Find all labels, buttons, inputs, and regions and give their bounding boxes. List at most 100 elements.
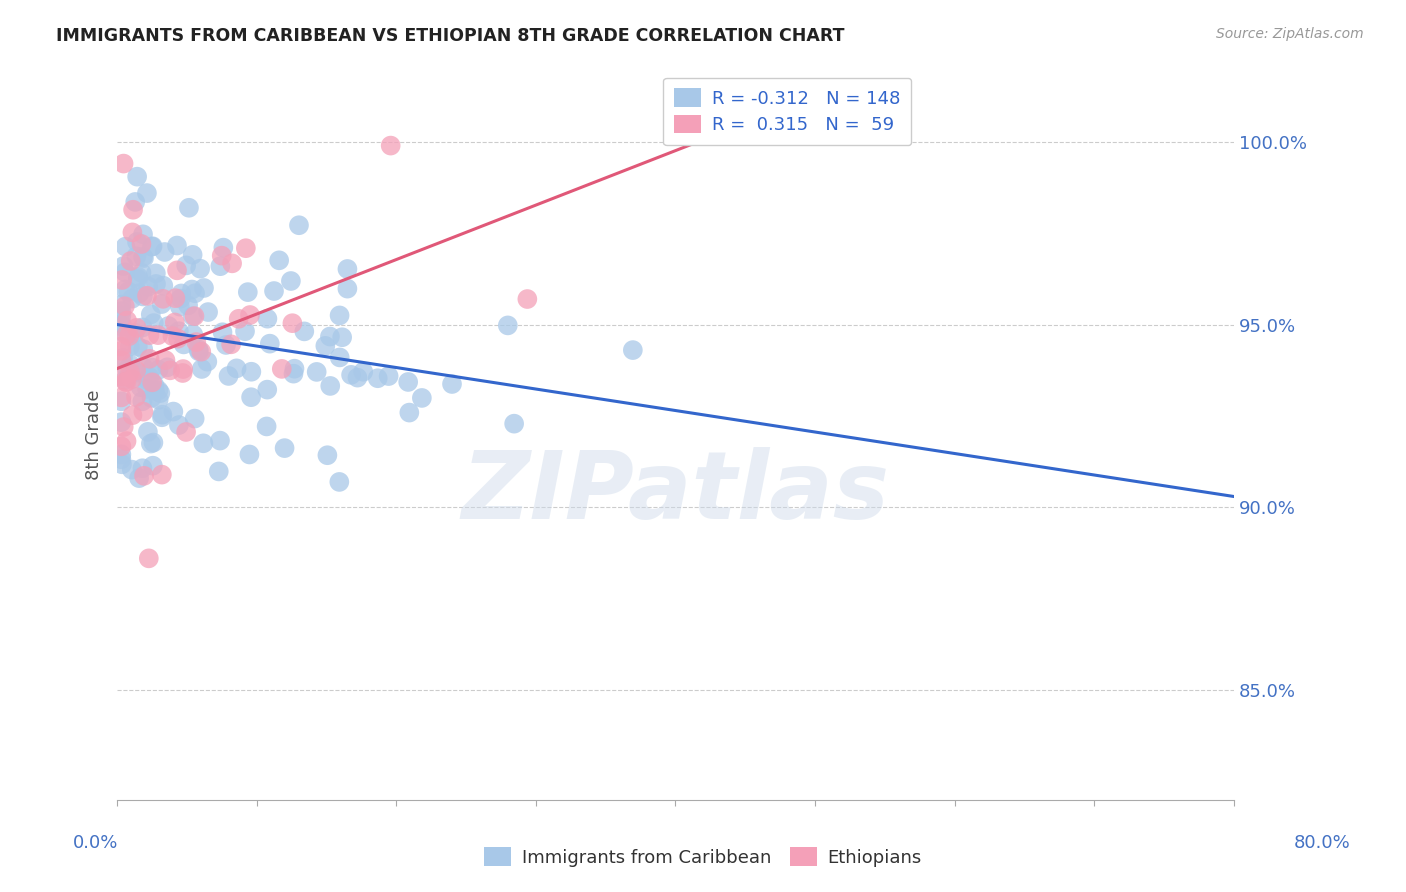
Point xyxy=(110,304,132,318)
Point xyxy=(121,408,143,422)
Point xyxy=(283,367,305,381)
Point xyxy=(263,284,285,298)
Point xyxy=(115,375,138,389)
Point xyxy=(212,241,235,255)
Point xyxy=(120,358,142,372)
Point xyxy=(141,376,163,390)
Point xyxy=(112,420,135,434)
Point xyxy=(188,261,211,276)
Point xyxy=(235,241,257,255)
Point xyxy=(131,320,153,334)
Point xyxy=(150,297,173,311)
Point xyxy=(240,365,263,379)
Point xyxy=(139,436,162,450)
Point xyxy=(150,467,173,482)
Point xyxy=(115,434,138,448)
Point xyxy=(110,340,132,354)
Point xyxy=(111,317,134,331)
Point xyxy=(115,313,138,327)
Text: Source: ZipAtlas.com: Source: ZipAtlas.com xyxy=(1216,27,1364,41)
Point xyxy=(177,298,200,312)
Point xyxy=(120,254,142,268)
Point xyxy=(162,329,184,343)
Point xyxy=(259,336,281,351)
Point xyxy=(110,439,132,453)
Point xyxy=(256,419,278,434)
Point xyxy=(124,194,146,209)
Point xyxy=(330,330,353,344)
Point xyxy=(127,169,149,184)
Point xyxy=(141,240,163,254)
Point xyxy=(132,250,155,264)
Point xyxy=(329,351,352,365)
Point xyxy=(181,309,204,323)
Point xyxy=(146,328,169,343)
Point xyxy=(190,344,212,359)
Point xyxy=(174,425,197,439)
Point xyxy=(138,328,160,343)
Point xyxy=(172,362,194,376)
Point xyxy=(150,410,173,425)
Point xyxy=(142,239,165,253)
Point xyxy=(142,316,165,330)
Point xyxy=(166,238,188,252)
Point xyxy=(621,343,644,357)
Point xyxy=(195,354,218,368)
Point xyxy=(221,256,243,270)
Point xyxy=(121,462,143,476)
Point xyxy=(110,309,132,323)
Point xyxy=(111,325,134,339)
Point xyxy=(110,343,132,358)
Point xyxy=(143,384,166,398)
Point xyxy=(110,297,132,311)
Point xyxy=(270,362,292,376)
Point xyxy=(377,369,399,384)
Point xyxy=(132,289,155,303)
Point xyxy=(152,292,174,306)
Point xyxy=(125,363,148,377)
Point xyxy=(110,415,132,429)
Point xyxy=(170,286,193,301)
Point xyxy=(157,318,180,333)
Point xyxy=(256,383,278,397)
Point xyxy=(273,441,295,455)
Point xyxy=(145,266,167,280)
Point xyxy=(132,251,155,265)
Point xyxy=(281,316,304,330)
Point xyxy=(240,390,263,404)
Point xyxy=(131,266,153,280)
Point xyxy=(336,282,359,296)
Point xyxy=(132,468,155,483)
Point xyxy=(346,370,368,384)
Point xyxy=(127,340,149,354)
Point xyxy=(256,311,278,326)
Point xyxy=(269,253,291,268)
Point xyxy=(114,299,136,313)
Point xyxy=(111,319,134,334)
Point xyxy=(218,368,240,383)
Point xyxy=(131,237,153,252)
Point xyxy=(152,278,174,293)
Point xyxy=(239,308,262,322)
Point xyxy=(112,259,135,273)
Point xyxy=(114,240,136,254)
Point xyxy=(184,286,207,301)
Point xyxy=(132,227,155,242)
Point xyxy=(142,435,165,450)
Point xyxy=(155,353,177,368)
Point xyxy=(193,281,215,295)
Point xyxy=(211,249,233,263)
Text: ZIPatlas: ZIPatlas xyxy=(461,447,890,539)
Point xyxy=(115,327,138,342)
Point xyxy=(114,265,136,279)
Point xyxy=(238,447,260,461)
Point xyxy=(173,337,195,351)
Point xyxy=(138,370,160,384)
Point xyxy=(142,458,165,473)
Point xyxy=(169,300,191,314)
Point xyxy=(138,551,160,566)
Point xyxy=(129,380,152,394)
Point xyxy=(319,329,342,343)
Point xyxy=(131,461,153,475)
Point xyxy=(127,269,149,284)
